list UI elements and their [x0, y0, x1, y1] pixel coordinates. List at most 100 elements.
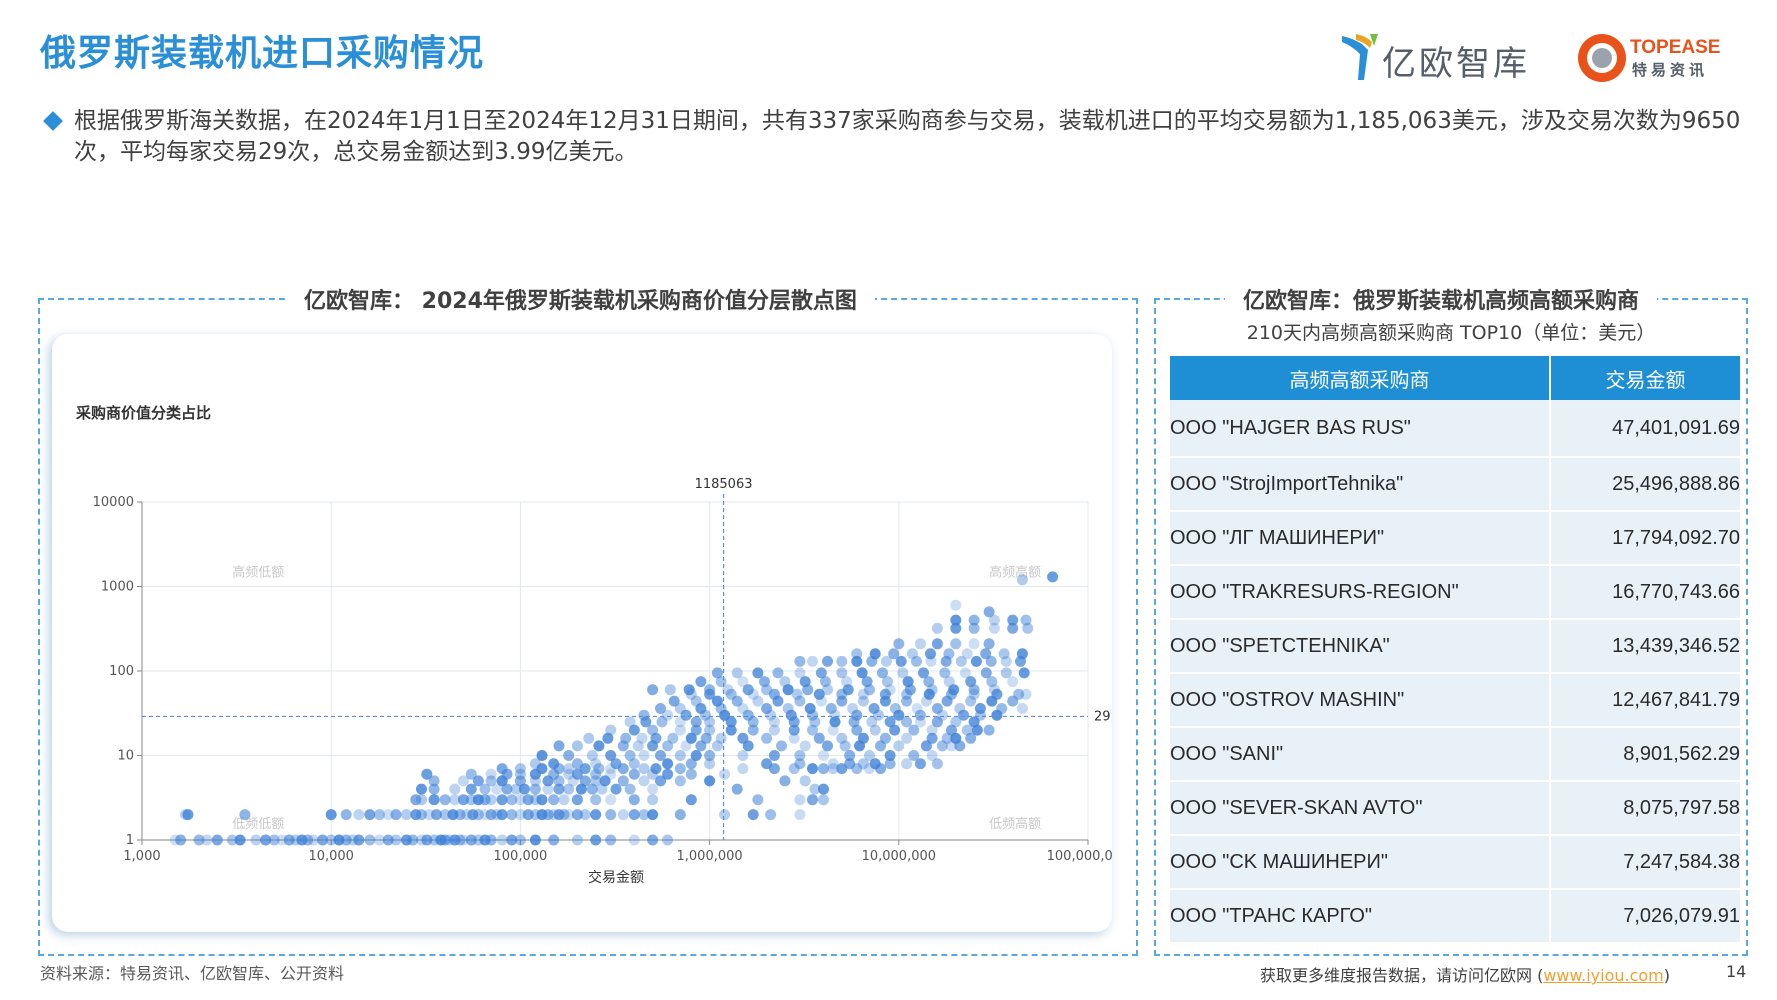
scatter-point — [457, 775, 469, 787]
scatter-point — [599, 775, 611, 787]
scatter-point — [711, 695, 723, 707]
scatter-point — [628, 768, 640, 780]
table-row: OOO "SPETCTEHNIKA" 13,439,346.52 — [1170, 618, 1740, 673]
quadrant-label-top-right: 高频高额 — [989, 565, 1041, 581]
scatter-point — [302, 834, 314, 846]
scatter-point — [926, 732, 938, 744]
scatter-point — [719, 809, 731, 821]
scatter-point — [340, 834, 352, 846]
scatter-point — [788, 724, 800, 736]
scatter-chart-card: 采购商价值分类占比 交易金额 1,000 10,000 100,000 1,000,0… — [52, 334, 1112, 932]
scatter-point — [454, 834, 466, 846]
scatter-point — [457, 834, 469, 846]
buyer-name: OOO "TRAKRESURS-REGION" — [1170, 564, 1551, 619]
scatter-point — [656, 716, 668, 728]
scatter-point — [674, 763, 686, 775]
scatter-point — [761, 732, 773, 744]
scatter-point — [818, 750, 829, 761]
scatter-point — [668, 695, 680, 707]
scatter-point — [390, 834, 402, 846]
scatter-point — [939, 667, 951, 679]
table-row: OOO "SEVER-SKAN AVTO" 8,075,797.58 — [1170, 780, 1740, 835]
scatter-point — [851, 648, 863, 660]
scatter-point — [485, 809, 497, 821]
scatter-point — [506, 834, 518, 846]
scatter-point — [864, 750, 875, 761]
scatter-point — [857, 732, 869, 744]
footer-link[interactable]: www.iyiou.com — [1543, 966, 1664, 985]
scatter-point — [737, 703, 749, 714]
scatter-point — [893, 740, 905, 752]
scatter-point — [364, 834, 376, 846]
scatter-point — [655, 775, 666, 787]
scatter-point — [959, 667, 971, 679]
buyer-name: OOO "ЛГ МАШИНЕРИ" — [1170, 510, 1551, 565]
scatter-point — [382, 834, 394, 846]
scatter-point — [825, 703, 837, 714]
scatter-point — [1000, 667, 1012, 679]
scatter-point — [624, 783, 636, 795]
scatter-point — [680, 709, 692, 721]
scatter-point — [965, 695, 977, 707]
scatter-point — [961, 724, 973, 736]
scatter-point — [700, 732, 712, 744]
scatter-point — [877, 667, 888, 679]
scatter-point — [485, 794, 497, 806]
scatter-point — [788, 732, 800, 744]
scatter-point — [836, 732, 848, 744]
scatter-point — [991, 688, 1003, 700]
scatter-point — [439, 794, 451, 806]
scatter-point — [571, 740, 583, 752]
scatter-point — [731, 667, 743, 679]
scatter-point — [931, 622, 943, 634]
scatter-point — [704, 724, 716, 736]
scatter-point — [632, 740, 644, 752]
scatter-point — [628, 794, 640, 806]
scatter-point — [794, 794, 806, 806]
scatter-point — [818, 783, 829, 795]
scatter-point — [785, 709, 797, 721]
scatter-point — [586, 783, 598, 795]
scatter-point — [954, 703, 966, 714]
scatter-point — [1016, 703, 1028, 714]
scatter-point — [836, 667, 848, 679]
scatter-point — [923, 676, 935, 688]
scatter-point — [768, 724, 780, 736]
table-row: OOO "CK МАШИНЕРИ" 7,247,584.38 — [1170, 834, 1740, 889]
buyer-amount: 12,467,841.79 — [1550, 672, 1740, 727]
scatter-point — [920, 740, 932, 752]
scatter-point — [856, 667, 868, 679]
scatter-point — [1007, 614, 1019, 626]
scatter-point — [988, 614, 1000, 626]
scatter-point — [813, 732, 825, 744]
scatter-point — [416, 783, 427, 795]
scatter-point — [628, 834, 640, 846]
scatter-point — [496, 834, 508, 846]
scatter-point — [628, 809, 640, 821]
scatter-point — [950, 716, 962, 728]
scatter-point — [961, 648, 973, 660]
scatter-point — [650, 763, 662, 775]
scatter-point — [175, 834, 187, 846]
scatter-point — [401, 809, 412, 821]
average-amount-ref-label: 1185063 — [695, 477, 753, 492]
scatter-point — [664, 684, 676, 696]
scatter-point — [529, 834, 541, 846]
scatter-point — [593, 763, 605, 775]
scatter-point — [647, 783, 659, 795]
scatter-point — [868, 703, 880, 714]
scatter-point — [457, 794, 469, 806]
scatter-point — [759, 676, 770, 688]
footer-close: ) — [1663, 966, 1671, 985]
top10-table-wrap: 高频高额采购商 交易金额 OOO "HAJGER BAS RUS" 47,401,… — [1170, 356, 1740, 942]
scatter-point — [794, 667, 806, 679]
scatter-point — [571, 758, 583, 770]
scatter-point — [695, 703, 707, 714]
scatter-point — [662, 758, 674, 770]
scatter-point — [761, 703, 773, 714]
scatter-point — [674, 775, 686, 787]
scatter-point — [866, 716, 878, 728]
scatter-point — [879, 732, 891, 744]
scatter-point — [182, 809, 194, 821]
scatter-point — [1020, 688, 1032, 700]
